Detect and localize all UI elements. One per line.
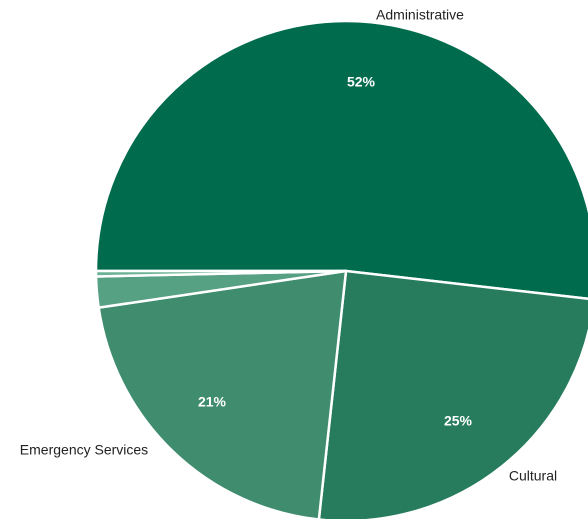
pct-label-emergency-services: 21% [198, 394, 227, 410]
pie-slice-administrative [94, 19, 588, 301]
category-label-administrative: Administrative [376, 7, 464, 23]
pie-slice-small-4 [94, 269, 348, 278]
pie-slices [94, 19, 588, 519]
category-label-cultural: Cultural [509, 468, 557, 484]
pct-label-administrative: 52% [347, 74, 376, 90]
percentage-labels: 52% 25% 21% [198, 74, 473, 429]
pie-slice-cultural [317, 269, 588, 519]
pct-label-cultural: 25% [444, 413, 473, 429]
category-label-emergency-services: Emergency Services [20, 442, 148, 458]
pie-slice-emergency-services [97, 269, 348, 519]
category-labels: Administrative Cultural Emergency Services [20, 7, 557, 484]
